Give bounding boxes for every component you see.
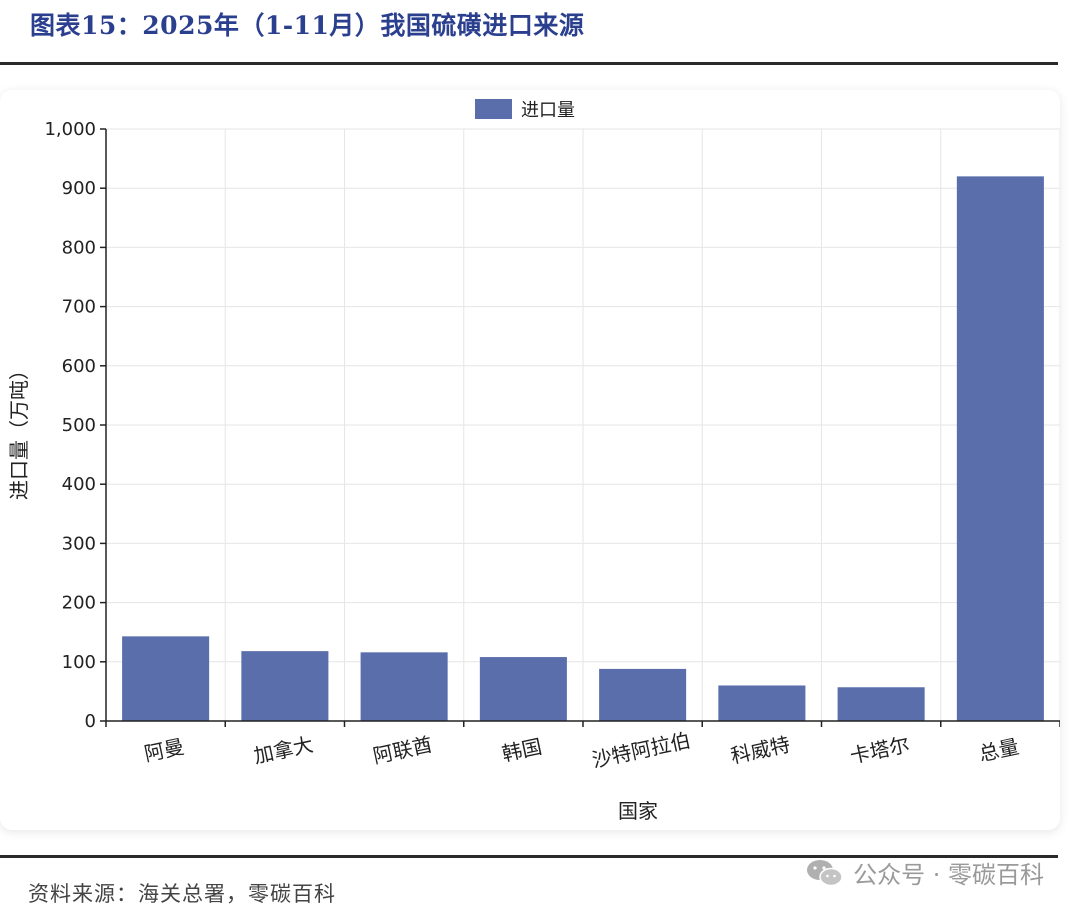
x-axis-title: 国家 [618, 799, 658, 823]
top-divider [0, 62, 1058, 65]
watermark: 公众号 · 零碳百科 [805, 855, 1044, 890]
bar [122, 636, 210, 721]
chart-card: 0 100 200 300 400 500 600 700 800 900 1,000 阿曼 加拿大 阿联… [0, 90, 1060, 830]
y-tick-label: 700 [62, 297, 96, 318]
legend-swatch [475, 99, 512, 119]
y-tick-label: 800 [62, 237, 96, 258]
y-tick-label: 0 [85, 711, 96, 732]
bar [241, 651, 329, 721]
bar [837, 687, 925, 721]
bar [360, 652, 448, 721]
y-tick-label: 1,000 [44, 119, 96, 140]
watermark-text: 公众号 · 零碳百科 [853, 861, 1044, 889]
x-tick-label: 阿联酋 [371, 732, 435, 768]
y-tick-label: 600 [62, 356, 96, 377]
source-note: 资料来源：海关总署，零碳百科 [28, 882, 336, 906]
y-tick-label: 300 [62, 533, 96, 554]
bar [599, 668, 687, 721]
x-tick-label: 韩国 [500, 734, 544, 766]
bar [479, 657, 567, 721]
x-tick-label: 阿曼 [142, 734, 186, 766]
legend-label: 进口量 [521, 100, 575, 121]
y-axis-title: 进口量（万吨） [7, 360, 31, 500]
x-tick-label: 总量 [977, 734, 1021, 766]
y-tick-label: 100 [62, 652, 96, 673]
bar-chart: 0 100 200 300 400 500 600 700 800 900 1,000 阿曼 加拿大 阿联… [7, 99, 1060, 823]
y-tick-label: 900 [62, 178, 96, 199]
x-tick-label: 科威特 [729, 732, 793, 768]
x-tick-label: 沙特阿拉伯 [590, 728, 693, 772]
y-tick-label: 400 [62, 474, 96, 495]
y-tick-label: 500 [62, 415, 96, 436]
figure-title: 图表15：2025年（1-11月）我国硫磺进口来源 [30, 11, 585, 40]
bar [956, 176, 1044, 722]
bottom-divider [0, 855, 1058, 858]
x-tick-label: 卡塔尔 [848, 732, 912, 768]
bar [718, 685, 806, 721]
wechat-icon [807, 859, 843, 886]
x-tick-label: 加拿大 [252, 732, 316, 768]
y-tick-label: 200 [62, 593, 96, 614]
